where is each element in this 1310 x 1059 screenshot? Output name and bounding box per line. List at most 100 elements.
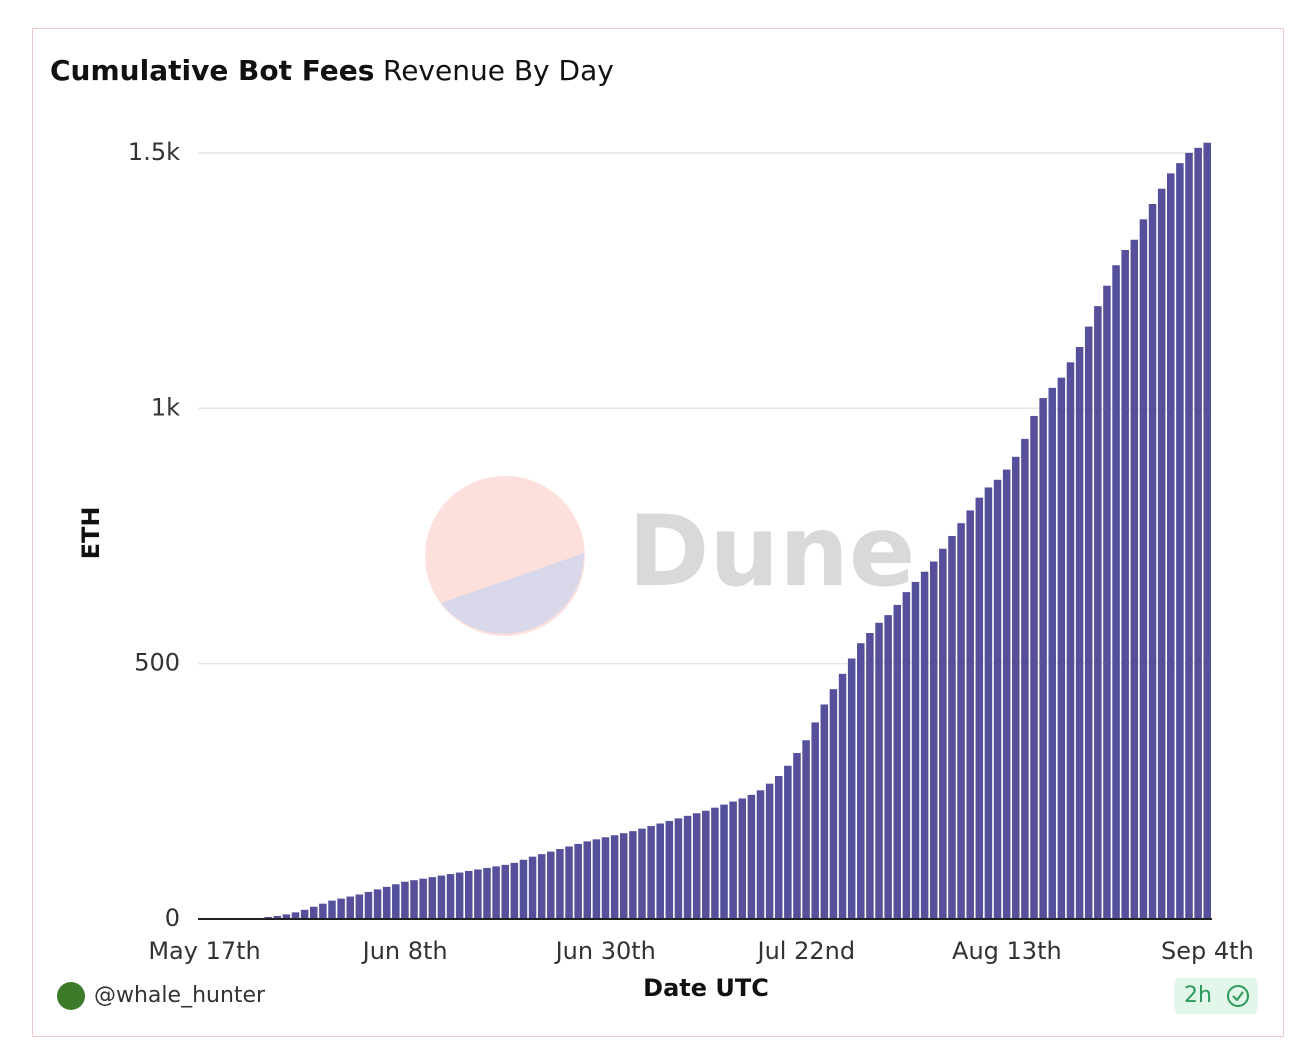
bar — [884, 615, 892, 919]
bar — [528, 856, 537, 919]
bar — [392, 884, 400, 919]
bar — [382, 886, 391, 919]
bar — [1057, 377, 1066, 919]
bar — [893, 604, 902, 919]
bar — [547, 851, 555, 919]
bar — [629, 831, 637, 919]
bar — [464, 870, 473, 919]
bar — [920, 571, 929, 919]
bar — [1121, 249, 1129, 919]
card — [32, 28, 1284, 1037]
bar — [1194, 147, 1202, 919]
bar — [291, 912, 300, 919]
refresh-icon — [1227, 985, 1249, 1007]
bar — [966, 510, 974, 919]
y-tick-label: 0 — [165, 904, 180, 932]
bar — [592, 839, 601, 919]
bar — [957, 523, 965, 919]
bar — [674, 818, 683, 919]
bar — [1084, 326, 1093, 919]
bar — [537, 854, 546, 919]
bar — [692, 813, 701, 919]
bar — [784, 765, 792, 919]
bar — [337, 898, 345, 919]
bar — [410, 880, 418, 919]
bar — [729, 801, 737, 919]
bar — [610, 835, 619, 919]
author[interactable]: @whale_hunter — [94, 983, 266, 1008]
bar — [857, 643, 865, 919]
bar — [720, 804, 728, 919]
bar — [419, 878, 427, 919]
bar — [765, 783, 774, 919]
bar — [1185, 152, 1193, 919]
bar — [1012, 456, 1020, 919]
bar — [1002, 469, 1011, 919]
bar — [273, 915, 282, 919]
x-tick-label: Aug 13th — [952, 937, 1062, 965]
bar — [455, 872, 464, 919]
bar — [510, 862, 519, 919]
chart-title: Cumulative Bot Fees — [50, 54, 374, 87]
chart-subtitle[interactable]: Revenue By Day — [383, 54, 614, 87]
bar — [437, 875, 446, 919]
bar — [911, 581, 920, 919]
bar — [647, 826, 655, 919]
bar — [355, 894, 364, 919]
bar — [638, 828, 646, 919]
bar — [702, 810, 710, 919]
bar — [1139, 219, 1148, 919]
bar — [975, 497, 984, 919]
bar — [774, 775, 783, 919]
bar — [1103, 285, 1111, 919]
bar — [373, 889, 382, 919]
bar — [711, 807, 719, 919]
bar — [300, 909, 309, 919]
bar — [1148, 203, 1157, 919]
y-tick-label: 500 — [134, 649, 180, 677]
bar — [1075, 346, 1084, 920]
bar — [802, 740, 810, 919]
y-tick-label: 1.5k — [128, 138, 180, 166]
bar — [1203, 142, 1211, 920]
bar — [574, 843, 582, 919]
bar — [1048, 387, 1057, 919]
bar — [847, 658, 856, 919]
x-tick-label: Sep 4th — [1161, 937, 1254, 965]
bar — [665, 820, 674, 919]
bar — [565, 846, 573, 919]
logo-bottom — [441, 553, 585, 634]
x-axis-label: Date UTC — [643, 974, 769, 1002]
bar — [1176, 163, 1184, 920]
bar — [793, 753, 801, 919]
bar — [902, 592, 911, 919]
bar — [619, 833, 628, 919]
bar — [1030, 415, 1038, 919]
bar — [929, 561, 938, 919]
refresh-time: 2h — [1184, 983, 1212, 1008]
watermark-logo — [425, 476, 585, 636]
bar — [1167, 173, 1175, 919]
bar — [1130, 239, 1139, 920]
bar — [829, 689, 838, 919]
bar — [310, 906, 318, 919]
bar — [319, 903, 327, 919]
bar — [401, 881, 409, 919]
y-axis-label: ETH — [77, 507, 105, 560]
bar — [683, 815, 692, 919]
bar — [1094, 306, 1102, 919]
bar — [984, 487, 993, 919]
x-tick-label: May 17th — [148, 937, 260, 965]
bar — [501, 864, 509, 919]
bar — [811, 722, 819, 919]
bar — [939, 548, 947, 919]
watermark: Dune — [628, 495, 915, 609]
bar — [747, 794, 756, 919]
bar — [428, 877, 437, 919]
bar — [328, 900, 336, 919]
bar — [282, 914, 291, 919]
avatar[interactable] — [57, 982, 85, 1010]
bar — [1021, 438, 1029, 919]
bar — [756, 790, 765, 919]
